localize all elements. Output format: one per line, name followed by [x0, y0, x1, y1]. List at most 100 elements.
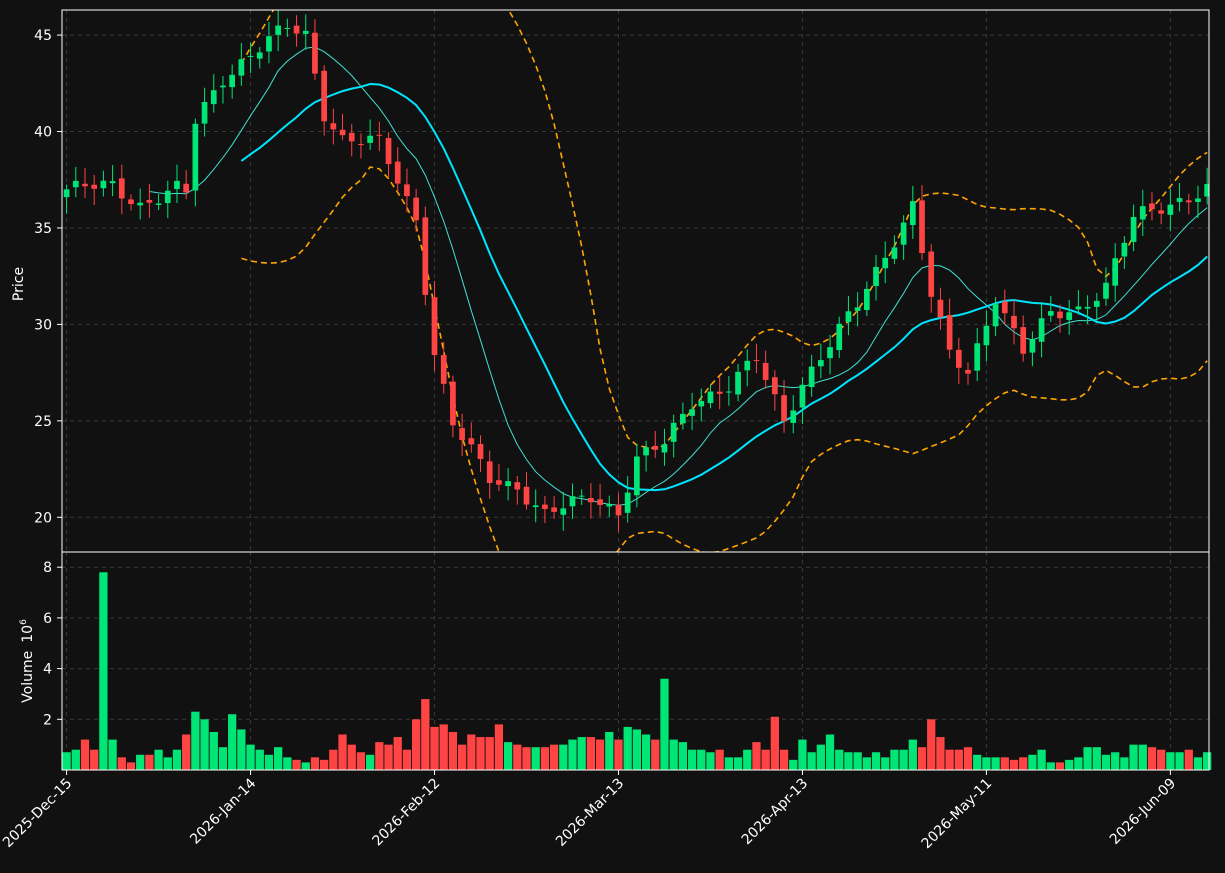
candle: [284, 18, 291, 37]
candle: [63, 184, 70, 214]
candle: [1029, 331, 1036, 367]
candle-body: [220, 85, 226, 88]
volume-bar: [172, 749, 182, 770]
volume-tick-label: 2: [43, 712, 52, 728]
volume-bar: [136, 754, 145, 770]
candle-body: [1204, 183, 1209, 197]
candle-body: [781, 395, 787, 422]
volume-bar: [457, 744, 467, 770]
volume-bar: [954, 749, 963, 770]
candle-body: [496, 480, 502, 485]
candle-body: [542, 504, 548, 509]
candle: [72, 167, 79, 198]
candle-body: [1167, 204, 1174, 215]
candle: [1176, 183, 1183, 212]
candle-body: [385, 138, 392, 165]
candle: [413, 188, 419, 232]
candle-body: [1112, 258, 1119, 286]
candle: [817, 343, 824, 379]
candle: [808, 354, 815, 397]
volume-tick-label: 6: [43, 611, 52, 627]
candle-body: [330, 123, 337, 130]
candle: [624, 476, 631, 523]
candle: [1158, 202, 1165, 225]
candle-body: [1029, 339, 1036, 353]
volume-bar: [1184, 749, 1193, 770]
volume-bar: [522, 747, 531, 770]
candle-body: [992, 304, 999, 327]
candle: [486, 450, 493, 499]
candle: [983, 310, 990, 362]
candle-body: [1139, 206, 1146, 220]
volume-bar: [789, 759, 798, 770]
volume-bar: [1157, 749, 1166, 770]
volume-bar: [899, 749, 908, 770]
candle: [146, 183, 153, 218]
candle-body: [1195, 198, 1201, 202]
candle: [109, 165, 116, 197]
volume-bar: [1101, 754, 1111, 770]
price-tick-label: 45: [34, 28, 52, 44]
candle-body: [946, 314, 953, 350]
volume-bar: [513, 744, 522, 770]
volume-bar: [182, 734, 191, 770]
candle: [992, 297, 999, 336]
candle-body: [312, 32, 318, 74]
volume-bar: [108, 739, 117, 770]
volume-bar: [586, 737, 596, 770]
volume-bar: [228, 714, 237, 770]
candle-body: [661, 444, 668, 453]
candle: [698, 388, 705, 422]
candle: [201, 87, 208, 137]
candle-body: [459, 428, 465, 440]
volume-bar: [733, 757, 743, 770]
volume-bar: [568, 739, 577, 770]
candle: [634, 443, 640, 508]
candle-body: [367, 135, 373, 143]
candle-body: [578, 495, 585, 497]
volume-bar: [145, 754, 154, 770]
volume-bar: [752, 742, 761, 770]
volume-bar: [356, 752, 366, 770]
volume-bar: [605, 731, 614, 770]
candle-body: [744, 360, 751, 371]
candle: [532, 489, 539, 523]
candle-body: [431, 297, 438, 356]
candle-body: [762, 362, 769, 380]
candle: [302, 14, 309, 50]
candle-body: [845, 311, 852, 322]
candle-body: [643, 447, 649, 456]
candle: [82, 167, 88, 199]
candle-body: [293, 25, 300, 34]
volume-axis-label: Volume 106: [19, 619, 36, 703]
volume-bar: [1028, 754, 1037, 770]
candle: [1038, 302, 1045, 358]
candle-body: [597, 499, 603, 505]
volume-bar: [467, 734, 476, 770]
volume-bar: [761, 749, 770, 770]
candle-body: [771, 377, 778, 395]
volume-bar: [274, 747, 283, 770]
candle-body: [109, 181, 116, 184]
candle: [137, 188, 144, 220]
candle-body: [753, 360, 760, 362]
candle-body: [128, 199, 134, 205]
candle: [321, 65, 327, 136]
candle: [799, 377, 806, 424]
price-tick-label: 30: [34, 317, 52, 333]
candle-body: [1057, 311, 1063, 319]
volume-bar: [329, 749, 338, 770]
candle: [578, 489, 585, 505]
volume-bar: [338, 734, 347, 770]
candle: [974, 328, 981, 382]
candle-body: [1047, 311, 1054, 316]
candle-body: [983, 325, 990, 346]
candle-body: [670, 422, 677, 442]
candle: [1149, 191, 1155, 221]
volume-bar: [945, 749, 954, 770]
candle: [1195, 185, 1201, 219]
candle: [339, 113, 346, 141]
candle-body: [615, 504, 622, 516]
volume-bar: [669, 739, 678, 770]
